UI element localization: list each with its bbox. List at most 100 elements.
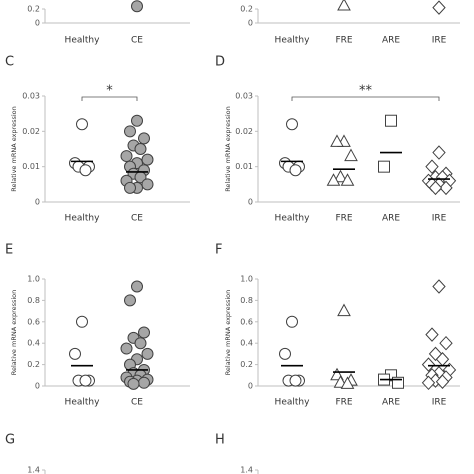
x-tick-label: CE <box>131 36 143 46</box>
panel-label: G <box>5 433 15 448</box>
y-tick-label: 0.2 <box>240 360 253 369</box>
y-axis-label: Relative mRNA expression <box>224 290 232 376</box>
significance-bracket <box>291 96 440 101</box>
x-tick-label: IRE <box>432 214 447 224</box>
x-tick-label: ARE <box>382 398 400 408</box>
point <box>337 303 351 317</box>
point <box>432 145 446 160</box>
point <box>79 164 92 177</box>
y-tick-label: 0.8 <box>27 296 40 305</box>
point <box>425 327 439 342</box>
y-tick-label: 0.01 <box>235 162 253 171</box>
point <box>289 164 302 177</box>
point <box>428 180 443 196</box>
point <box>131 114 143 127</box>
x-tick-label: FRE <box>335 214 352 224</box>
point <box>378 160 390 173</box>
point <box>340 376 355 389</box>
y-tick-label: 0 <box>248 19 253 28</box>
significance-label: ** <box>359 84 373 99</box>
panel-label: C <box>5 55 14 70</box>
x-tick-label: Healthy <box>65 36 101 46</box>
point <box>138 132 150 145</box>
y-tick-label: 1.4 <box>240 466 253 474</box>
x-tick-label: Healthy <box>275 36 311 46</box>
y-tick-label: 0.2 <box>27 5 40 14</box>
y-tick-label: 0.4 <box>240 339 253 348</box>
x-tick-label: FRE <box>335 36 352 46</box>
point <box>326 173 341 186</box>
y-tick-label: 1.4 <box>27 466 40 474</box>
x-tick-label: ARE <box>382 36 400 46</box>
y-tick-label: 0.03 <box>235 92 253 101</box>
point <box>69 347 81 360</box>
y-tick-label: 0.02 <box>22 127 40 136</box>
point <box>289 374 302 387</box>
x-tick-label: Healthy <box>65 214 101 224</box>
point <box>344 148 358 162</box>
significance-label: * <box>106 84 113 99</box>
point <box>141 153 154 166</box>
y-tick-label: 0.2 <box>27 360 40 369</box>
point <box>385 114 397 127</box>
point <box>421 375 436 391</box>
point <box>340 173 355 186</box>
point <box>432 279 446 294</box>
point <box>138 326 150 339</box>
point <box>124 125 136 138</box>
x-tick-label: CE <box>131 214 143 224</box>
panel-label: F <box>215 243 222 258</box>
point <box>421 357 436 372</box>
y-tick-label: 0.4 <box>27 339 40 348</box>
y-tick-label: 0 <box>248 198 253 207</box>
y-tick-label: 0.8 <box>240 296 253 305</box>
point <box>333 169 348 183</box>
point <box>79 374 92 387</box>
point <box>330 134 344 147</box>
point <box>286 315 298 328</box>
panel-label: D <box>215 55 225 70</box>
y-tick-label: 0.2 <box>240 5 253 14</box>
point <box>141 347 154 360</box>
y-tick-label: 0.03 <box>22 92 40 101</box>
y-axis-label: Relative mRNA expression <box>10 106 18 192</box>
y-tick-label: 0.02 <box>235 127 253 136</box>
y-axis-label: Relative mRNA expression <box>224 106 232 192</box>
y-tick-label: 1.0 <box>240 275 253 284</box>
point <box>392 376 404 389</box>
y-tick-label: 0 <box>35 19 40 28</box>
point <box>435 374 450 389</box>
y-tick-label: 1.0 <box>27 275 40 284</box>
point <box>337 0 351 11</box>
panel-label: E <box>5 243 13 258</box>
y-tick-label: 0.6 <box>240 317 253 326</box>
panel-label: H <box>215 433 225 448</box>
x-tick-label: IRE <box>432 36 447 46</box>
y-tick-label: 0 <box>35 198 40 207</box>
x-tick-label: Healthy <box>65 398 101 408</box>
point <box>76 118 88 131</box>
point <box>141 178 154 191</box>
y-axis-label: Relative mRNA expression <box>10 290 18 376</box>
point <box>134 337 147 350</box>
point <box>425 159 439 174</box>
point <box>120 150 133 163</box>
point <box>124 181 136 194</box>
significance-bracket <box>81 96 138 101</box>
point <box>432 0 446 15</box>
point <box>131 280 143 293</box>
x-tick-label: CE <box>131 398 143 408</box>
x-tick-label: ARE <box>382 214 400 224</box>
y-tick-label: 0.01 <box>22 162 40 171</box>
x-tick-label: IRE <box>432 398 447 408</box>
point <box>124 294 136 307</box>
point <box>279 347 291 360</box>
y-tick-label: 0.6 <box>27 317 40 326</box>
x-tick-label: Healthy <box>275 398 311 408</box>
point <box>131 0 143 13</box>
y-tick-label: 0 <box>35 382 40 391</box>
point <box>138 376 150 389</box>
point <box>439 180 453 196</box>
x-tick-label: Healthy <box>275 214 311 224</box>
point <box>127 377 140 390</box>
